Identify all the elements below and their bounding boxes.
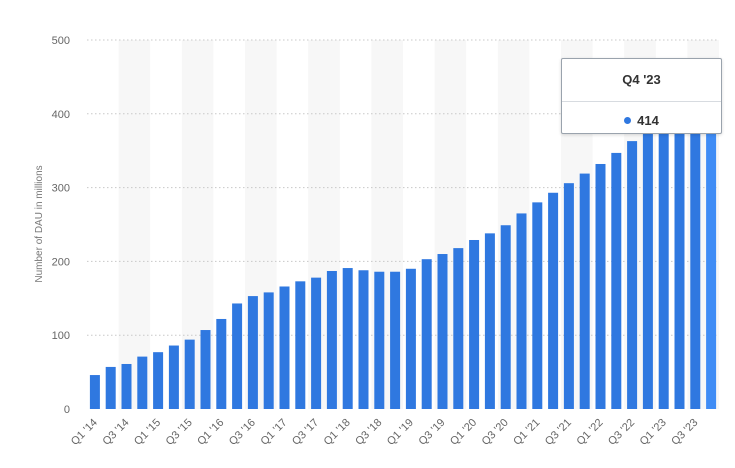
bar[interactable] [374,271,385,409]
bar[interactable] [563,183,574,409]
x-tick-label: Q3 '17 [290,417,321,448]
x-axis-ticks: Q1 '14 Q3 '14 Q1 '15 Q3 '15 Q1 '16 Q3 '16 Q1 '… [69,417,701,448]
bar[interactable] [548,192,559,409]
y-tick-label: 100 [52,330,70,342]
bar[interactable] [216,318,227,409]
x-tick-label: Q3 '18 [353,417,384,448]
x-tick-label: Q1 '21 [511,417,542,448]
x-tick-label: Q3 '19 [416,417,447,448]
bar[interactable] [121,363,132,409]
bar[interactable] [484,233,495,409]
y-tick-label: 300 [52,183,70,195]
y-axis-label: Number of DAU in millions [34,165,45,282]
bar[interactable] [421,259,432,409]
bar[interactable] [326,270,337,409]
bar[interactable] [342,268,353,409]
tooltip-title: Q4 '23 [562,59,721,102]
tooltip: Q4 '23 414 [561,58,722,134]
bar[interactable] [674,116,685,409]
bar[interactable] [263,292,274,409]
tooltip-body: 414 [562,102,721,135]
bar[interactable] [89,375,100,409]
bar[interactable] [184,339,195,409]
x-tick-label: Q3 '16 [227,417,258,448]
bar[interactable] [137,356,148,409]
bar[interactable] [200,330,211,409]
background-band [118,40,151,409]
tooltip-value: 414 [637,113,659,128]
bar[interactable] [532,202,543,409]
bar[interactable] [516,213,527,409]
bars[interactable] [89,103,717,409]
x-tick-label: Q1 '20 [448,417,479,448]
x-tick-label: Q3 '14 [100,417,131,448]
bar[interactable] [247,296,258,409]
bar[interactable] [405,268,416,409]
x-tick-label: Q1 '18 [322,417,353,448]
x-tick-label: Q3 '20 [480,417,511,448]
bar[interactable] [105,366,116,409]
bar[interactable] [690,109,701,409]
bar[interactable] [453,248,464,409]
bar[interactable] [232,303,243,409]
bar[interactable] [469,239,480,409]
y-axis-ticks: 0 100 200 300 400 500 [52,35,70,416]
bar[interactable] [437,254,448,409]
bar[interactable] [390,271,401,409]
bar[interactable] [595,163,606,409]
x-tick-label: Q1 '22 [574,417,605,448]
x-tick-label: Q1 '23 [638,417,669,448]
bar[interactable] [358,270,369,409]
y-tick-label: 500 [52,35,70,47]
bar[interactable] [311,277,322,409]
x-tick-label: Q3 '22 [606,417,637,448]
bar[interactable] [611,152,622,409]
y-tick-label: 200 [52,256,70,268]
x-tick-label: Q1 '19 [385,417,416,448]
y-tick-label: 400 [52,109,70,121]
x-tick-label: Q1 '16 [195,417,226,448]
tooltip-series-dot [624,117,632,124]
bar[interactable] [168,345,179,409]
x-tick-label: Q3 '21 [543,417,574,448]
bar[interactable] [279,286,290,409]
bar[interactable] [642,132,653,409]
bar[interactable] [500,225,511,409]
y-tick-label: 0 [64,404,70,416]
gridlines [87,39,719,336]
x-tick-label: Q3 '15 [164,417,195,448]
bar[interactable] [627,141,638,409]
x-tick-label: Q1 '14 [69,417,100,448]
bar[interactable] [579,173,590,409]
bar[interactable] [295,281,306,409]
bar[interactable] [706,103,717,409]
x-tick-label: Q1 '17 [258,417,289,448]
x-tick-label: Q3 '23 [669,417,700,448]
bar[interactable] [658,126,669,409]
x-tick-label: Q1 '15 [132,417,163,448]
bar[interactable] [153,352,164,409]
